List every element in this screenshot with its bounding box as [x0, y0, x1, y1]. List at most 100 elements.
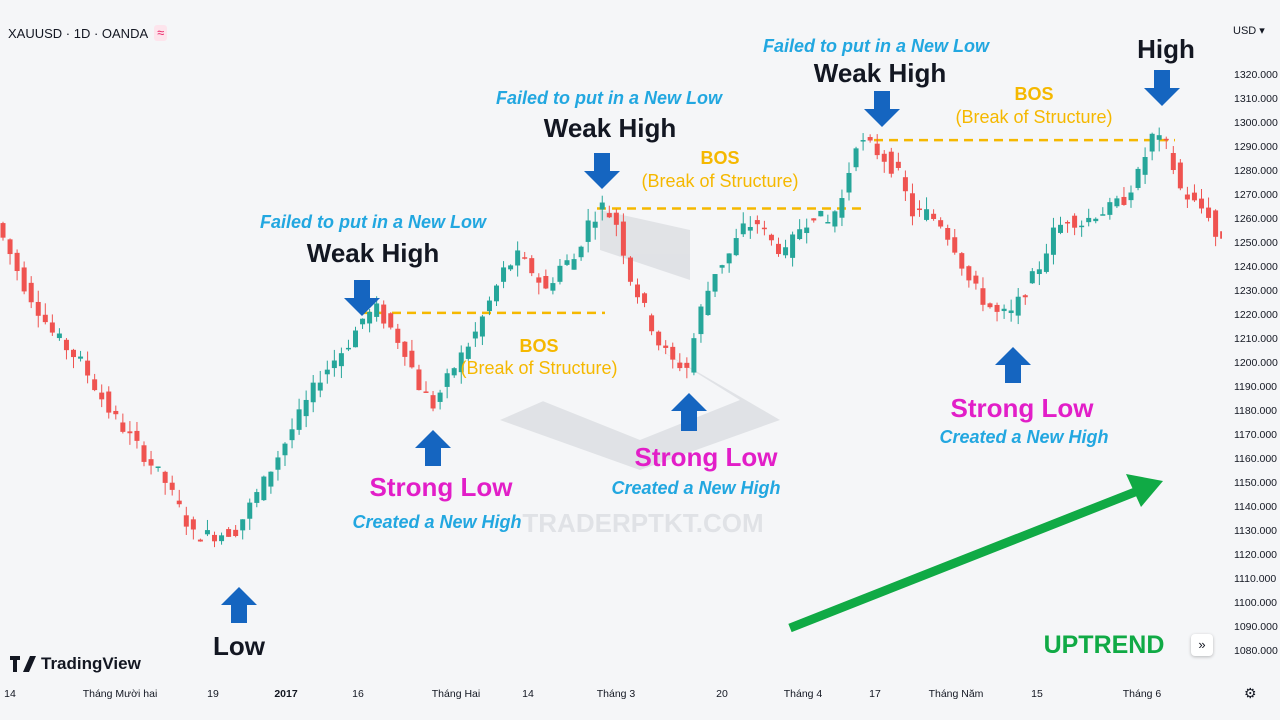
candle-body: [317, 382, 323, 391]
candle-body: [938, 220, 944, 227]
candle-body: [839, 198, 845, 218]
candle-body: [310, 382, 316, 403]
candle-body: [1206, 207, 1212, 218]
candle-body: [21, 267, 27, 292]
weak-high-3: Failed to put in a New Low Weak High: [763, 36, 990, 88]
price-tick-label: 1160.000: [1234, 453, 1277, 465]
candle-body: [543, 275, 549, 289]
candle-body: [1142, 157, 1148, 175]
candle-body: [388, 313, 394, 328]
candle-body: [360, 318, 366, 325]
price-tick-label: 1290.000: [1234, 141, 1278, 153]
price-tick-label: 1110.000: [1234, 573, 1276, 585]
down-arrow-icon: [864, 91, 900, 127]
candle-body: [324, 369, 330, 375]
failed-label-3: Failed to put in a New Low: [763, 36, 990, 56]
time-tick-label: Tháng 4: [784, 688, 823, 700]
candle-body: [63, 339, 69, 351]
candle-body: [924, 209, 930, 220]
candle-body: [902, 177, 908, 192]
price-tick-label: 1150.000: [1234, 477, 1277, 489]
created-high-label-3: Created a New High: [939, 427, 1108, 447]
low-label: Low: [213, 631, 266, 661]
candle-body: [458, 352, 464, 373]
currency-selector[interactable]: USD ▾: [1233, 24, 1265, 37]
candle-body: [606, 213, 612, 218]
bos-sub-1: (Break of Structure): [460, 358, 617, 378]
candle-body: [71, 349, 76, 358]
candle-body: [155, 466, 161, 468]
candle-body: [768, 234, 774, 241]
candles: [0, 127, 1226, 548]
candle-body: [437, 392, 443, 402]
candle-body: [1072, 215, 1078, 228]
candle-body: [705, 290, 711, 316]
down-arrow-icon: [1144, 70, 1180, 106]
candle-body: [776, 243, 781, 255]
candle-body: [677, 362, 683, 369]
expand-button[interactable]: »: [1191, 634, 1213, 656]
price-tick-label: 1180.000: [1234, 405, 1277, 417]
candle-body: [508, 265, 514, 270]
symbol-header[interactable]: XAUUSD · 1D · OANDA ≈: [8, 25, 168, 41]
candle-body: [282, 443, 288, 456]
price-axis[interactable]: 1320.000 1310.000 1300.000 1290.000 1280.000…: [1222, 0, 1280, 675]
candle-body: [747, 226, 753, 231]
price-tick-label: 1170.000: [1234, 429, 1277, 441]
candle-body: [726, 253, 732, 264]
bos-label-1: BOS: [519, 336, 558, 356]
tradingview-logo[interactable]: TradingView: [10, 654, 141, 674]
candle-body: [49, 322, 55, 333]
candle-body: [719, 265, 725, 268]
candle-body: [698, 306, 704, 335]
candle-body: [761, 227, 767, 230]
candle-body: [416, 369, 422, 391]
candle-body: [1058, 224, 1063, 233]
candle-body: [790, 234, 796, 258]
candle-body: [367, 311, 373, 324]
candle-body: [494, 285, 499, 302]
candle-body: [740, 223, 746, 235]
weak-high-label-2: Weak High: [544, 113, 676, 143]
candle-body: [670, 346, 676, 360]
time-tick-label: Tháng Năm: [929, 688, 984, 700]
price-tick-label: 1300.000: [1234, 117, 1278, 129]
candle-body: [353, 330, 358, 348]
price-tick-label: 1100.000: [1234, 597, 1277, 609]
candle-body: [804, 227, 810, 234]
price-tick-label: 1140.000: [1234, 501, 1277, 513]
candle-body: [635, 284, 640, 298]
candle-body: [268, 471, 274, 487]
candle-body: [42, 314, 48, 323]
candle-body: [966, 266, 972, 281]
candle-body: [1086, 217, 1092, 223]
price-tick-label: 1240.000: [1234, 261, 1278, 273]
gear-icon[interactable]: ⚙: [1244, 685, 1257, 701]
up-arrow-icon: [995, 347, 1031, 383]
candle-body: [402, 341, 408, 357]
candle-body: [197, 539, 203, 542]
candle-body: [620, 221, 626, 256]
candle-body: [515, 250, 521, 266]
candle-body: [501, 267, 507, 282]
candle-body: [536, 277, 542, 283]
price-tick-label: 1120.000: [1234, 549, 1277, 561]
time-tick-label: Tháng 3: [597, 688, 636, 700]
candle-body: [1043, 253, 1049, 272]
indicator-icon[interactable]: ≈: [154, 25, 168, 41]
time-tick-label: 19: [207, 688, 219, 700]
bos-sub-3: (Break of Structure): [955, 107, 1112, 127]
candle-body: [959, 253, 965, 269]
time-tick-label: Tháng Mười hai: [83, 688, 158, 700]
price-tick-label: 1080.000: [1234, 645, 1278, 657]
time-axis[interactable]: 14 Tháng Mười hai 19 2017 16 Tháng Hai 14 Tháng…: [4, 688, 1161, 700]
candle-body: [973, 275, 979, 284]
candle-body: [733, 238, 739, 256]
candle-body: [1135, 168, 1141, 188]
strong-low-1: Strong Low Created a New High: [352, 472, 521, 532]
candle-body: [931, 213, 937, 219]
candle-body: [754, 220, 760, 225]
candle-body: [825, 222, 831, 224]
candle-body: [1107, 202, 1113, 215]
